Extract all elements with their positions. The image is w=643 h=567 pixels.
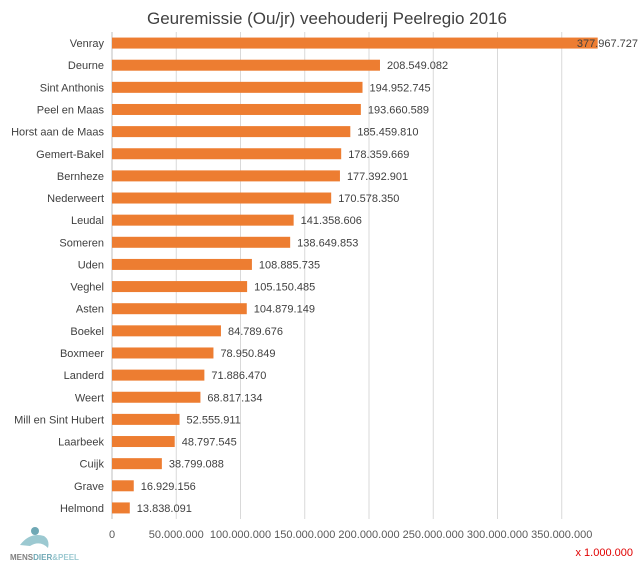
category-label: Sint Anthonis bbox=[40, 82, 105, 94]
data-label: 208.549.082 bbox=[387, 60, 448, 72]
data-label: 170.578.350 bbox=[338, 193, 399, 205]
category-label: Boxmeer bbox=[60, 348, 104, 360]
category-label: Helmond bbox=[60, 503, 104, 515]
logo-mens: MENS bbox=[10, 553, 34, 562]
category-label: Cuijk bbox=[80, 459, 105, 471]
bar bbox=[112, 369, 205, 381]
bar bbox=[112, 413, 180, 425]
bar bbox=[112, 347, 214, 359]
category-label: Venray bbox=[70, 38, 105, 50]
logo-dier: DIER bbox=[33, 553, 52, 562]
category-label: Horst aan de Maas bbox=[11, 127, 104, 139]
category-label: Deurne bbox=[68, 60, 104, 72]
x-axis-ticks: 0 50.000.000 100.000.000 150.000.000 200.000… bbox=[109, 529, 592, 541]
x-tick-label: 150.000.000 bbox=[274, 529, 335, 541]
data-label: 377.967.727 bbox=[577, 38, 638, 50]
category-label: Weert bbox=[75, 392, 104, 404]
category-label: Veghel bbox=[70, 282, 104, 294]
bar bbox=[112, 502, 130, 514]
data-label: 84.789.676 bbox=[228, 326, 283, 338]
category-label: Uden bbox=[78, 259, 104, 271]
data-label: 178.359.669 bbox=[348, 149, 409, 161]
x-tick-label: 300.000.000 bbox=[467, 529, 528, 541]
data-label: 138.649.853 bbox=[297, 237, 358, 249]
x-tick-label: 50.000.000 bbox=[149, 529, 204, 541]
data-label: 48.797.545 bbox=[182, 437, 237, 449]
bar bbox=[112, 170, 340, 182]
bar bbox=[112, 236, 291, 248]
x-tick-label: 350.000.000 bbox=[531, 529, 592, 541]
data-label: 16.929.156 bbox=[141, 481, 196, 493]
bar bbox=[112, 391, 201, 403]
x-tick-label: 200.000.000 bbox=[338, 529, 399, 541]
bar bbox=[112, 37, 598, 49]
bar bbox=[112, 126, 351, 138]
chart-title: Geuremissie (Ou/jr) veehouderij Peelregi… bbox=[147, 9, 507, 28]
bar bbox=[112, 436, 175, 448]
category-label: Bernheze bbox=[57, 171, 104, 183]
logo-figure-icon bbox=[20, 535, 49, 548]
data-label: 38.799.088 bbox=[169, 459, 224, 471]
data-label: 193.660.589 bbox=[368, 104, 429, 116]
bar bbox=[112, 303, 247, 315]
bar bbox=[112, 458, 162, 470]
category-label: Laarbeek bbox=[58, 437, 104, 449]
category-label: Gemert-Bakel bbox=[36, 149, 104, 161]
category-label: Grave bbox=[74, 481, 104, 493]
bar bbox=[112, 192, 332, 204]
bars: Venray 377.967.727 Deurne 208.549.082 Sint A… bbox=[11, 37, 638, 515]
bar bbox=[112, 480, 134, 492]
logo-peel: PEEL bbox=[58, 553, 79, 562]
bar bbox=[112, 258, 252, 270]
data-label: 108.885.735 bbox=[259, 259, 320, 271]
x-tick-label: 100.000.000 bbox=[210, 529, 271, 541]
data-label: 78.950.849 bbox=[220, 348, 275, 360]
svg-text:MENSDIER&PEEL: MENSDIER&PEEL bbox=[10, 553, 79, 562]
category-label: Peel en Maas bbox=[37, 104, 105, 116]
x-tick-label: 250.000.000 bbox=[403, 529, 464, 541]
bar bbox=[112, 148, 342, 160]
data-label: 185.459.810 bbox=[357, 127, 418, 139]
category-label: Boekel bbox=[70, 326, 104, 338]
data-label: 68.817.134 bbox=[207, 392, 262, 404]
data-label: 52.555.911 bbox=[187, 414, 241, 426]
category-label: Nederweert bbox=[47, 193, 104, 205]
data-label: 141.358.606 bbox=[301, 215, 362, 227]
bar bbox=[112, 103, 361, 115]
category-label: Someren bbox=[59, 237, 104, 249]
data-label: 13.838.091 bbox=[137, 503, 192, 515]
x-tick-label: 0 bbox=[109, 529, 115, 541]
bar bbox=[112, 325, 221, 337]
bar bbox=[112, 59, 380, 71]
logo-figure-head-icon bbox=[31, 527, 39, 535]
bar bbox=[112, 214, 294, 226]
bar bbox=[112, 81, 363, 93]
bar bbox=[112, 281, 248, 293]
unit-note: x 1.000.000 bbox=[576, 547, 634, 559]
data-label: 105.150.485 bbox=[254, 282, 315, 294]
data-label: 177.392.901 bbox=[347, 171, 408, 183]
category-label: Leudal bbox=[71, 215, 104, 227]
data-label: 194.952.745 bbox=[370, 82, 431, 94]
category-label: Landerd bbox=[64, 370, 104, 382]
data-label: 104.879.149 bbox=[254, 304, 315, 316]
category-label: Asten bbox=[76, 304, 104, 316]
category-label: Mill en Sint Hubert bbox=[14, 414, 104, 426]
data-label: 71.886.470 bbox=[211, 370, 266, 382]
logo: MENSDIER&PEEL bbox=[10, 527, 79, 562]
